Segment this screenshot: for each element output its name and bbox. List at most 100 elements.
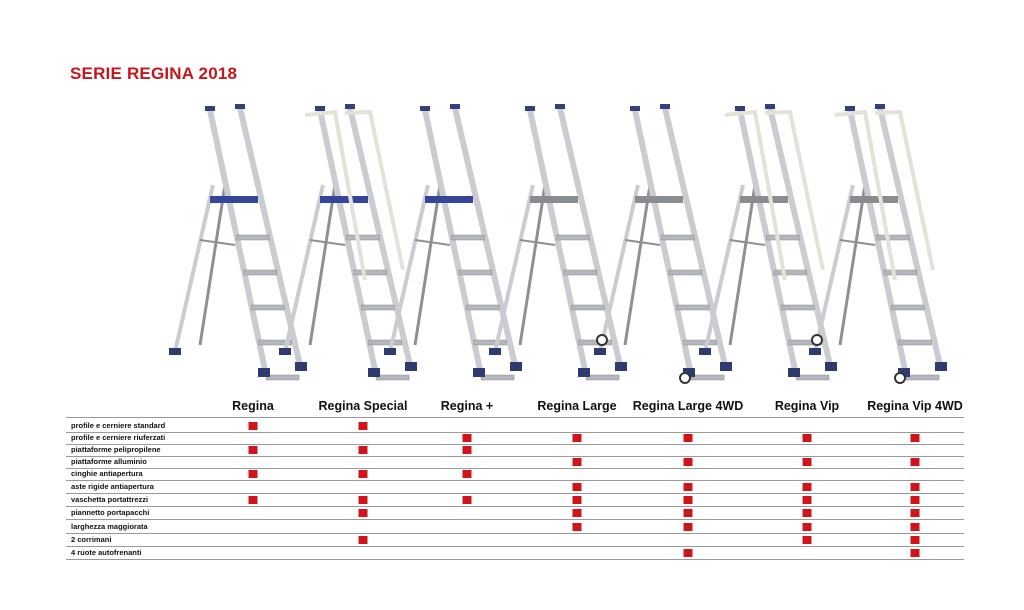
feature-check-mark [358,496,368,504]
back-leg [283,184,325,353]
handrail [764,109,825,271]
column-header: Regina Vip [774,399,840,413]
feature-check-mark [358,446,368,454]
ladder-regina-vip-4wd [809,104,947,384]
foot [473,368,485,377]
step [346,234,380,241]
feature-check-mark [462,496,472,504]
step [891,304,925,311]
feature-check-mark [910,496,920,504]
rail-cap [765,104,775,109]
back-leg [623,184,652,346]
rail-cap [420,106,430,111]
feature-check-mark [462,470,472,478]
step [451,234,485,241]
feature-check-mark [248,496,258,504]
back-leg [838,184,867,346]
foot [699,348,711,355]
feature-label: 4 ruote autofrenanti [71,548,142,557]
feature-check-mark [572,483,582,491]
feature-label: profile e cerniere riuferzati [71,433,166,442]
step [265,374,300,381]
feature-check-mark [462,434,472,442]
row-divider [66,456,964,457]
rail-cap [845,106,855,111]
feature-check-mark [802,523,812,531]
feature-check-mark [802,536,812,544]
foot [720,362,732,371]
feature-check-mark [358,422,368,430]
step [361,304,395,311]
column-header: Regina + [440,399,494,413]
foot [578,368,590,377]
back-leg [173,184,215,353]
feature-check-mark [802,509,812,517]
spreader-bar [309,239,346,246]
feature-label: piattaforme alluminio [71,457,147,466]
page-title: SERIE REGINA 2018 [70,64,238,83]
handrail [344,109,405,271]
feature-check-mark [683,549,693,557]
feature-check-mark [910,434,920,442]
row-divider [66,493,964,494]
foot [295,362,307,371]
platform [850,196,898,203]
feature-check-mark [683,496,693,504]
feature-check-mark [572,496,582,504]
step [556,234,590,241]
back-leg [728,184,757,346]
foot [169,348,181,355]
feature-check-mark [358,536,368,544]
ladder-regina- [384,104,522,381]
step [676,304,710,311]
foot [788,368,800,377]
step [571,304,605,311]
feature-check-mark [802,434,812,442]
feature-check-mark [683,509,693,517]
front-rail [347,107,413,366]
feature-label: 2 corrimani [71,535,112,544]
foot [594,348,606,355]
feature-check-mark [572,434,582,442]
back-leg [813,184,855,353]
row-divider [66,506,964,507]
feature-check-mark [910,509,920,517]
rail-cap [555,104,565,109]
foot [258,368,270,377]
foot [384,348,396,355]
feature-check-mark [572,523,582,531]
feature-check-mark [358,509,368,517]
rail-cap [875,104,885,109]
column-header: Regina Large [537,399,617,413]
feature-check-mark [910,483,920,491]
front-rail [662,107,728,366]
row-divider [66,432,964,433]
feature-label: aste rigide antiapertura [71,482,154,491]
front-rail [557,107,623,366]
platform [740,196,788,203]
step [578,339,612,346]
step [883,269,918,276]
feature-check-mark [802,458,812,466]
row-divider [66,559,964,560]
platform [530,196,578,203]
step [368,339,402,346]
spreader-bar [729,239,766,246]
wheel [596,334,608,346]
step [480,374,515,381]
row-divider [66,444,964,445]
back-leg [703,184,745,353]
step [661,234,695,241]
row-divider [66,417,964,418]
step [781,304,815,311]
feature-label: profile e cerniere standard [71,421,166,430]
step [251,304,285,311]
spreader-bar [624,239,661,246]
rail-cap [315,106,325,111]
column-header: Regina Large 4WD [632,399,744,413]
back-leg [198,184,227,346]
step [683,339,717,346]
column-header: Regina [232,399,274,413]
foot [368,368,380,377]
step [353,269,388,276]
